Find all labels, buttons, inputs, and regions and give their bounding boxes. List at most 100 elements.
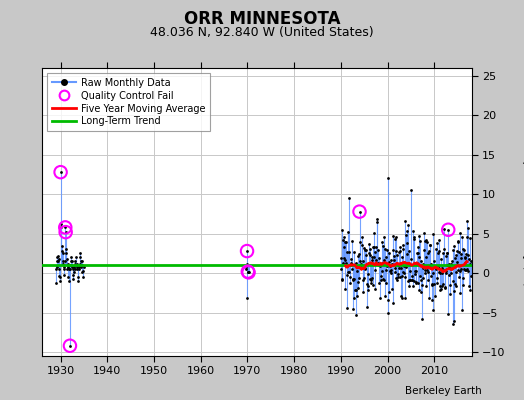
Point <box>401 217 409 224</box>
Point <box>366 246 374 253</box>
Point <box>62 250 71 257</box>
Point <box>448 258 456 264</box>
Point <box>372 267 380 273</box>
Point <box>431 293 440 299</box>
Point <box>413 260 421 267</box>
Point <box>426 264 434 270</box>
Point <box>348 276 357 282</box>
Point <box>389 233 397 240</box>
Point <box>243 248 251 254</box>
Point <box>440 246 448 252</box>
Point <box>452 252 460 258</box>
Point <box>429 230 437 237</box>
Point <box>350 295 358 301</box>
Point <box>52 266 60 272</box>
Text: Berkeley Earth: Berkeley Earth <box>406 386 482 396</box>
Point <box>410 277 419 284</box>
Point <box>443 250 451 257</box>
Point <box>418 316 427 322</box>
Point <box>344 269 353 275</box>
Point <box>67 262 75 268</box>
Point <box>61 229 70 235</box>
Point <box>400 270 408 277</box>
Point <box>422 283 430 289</box>
Point <box>359 289 367 295</box>
Point <box>424 250 432 256</box>
Point <box>458 307 466 313</box>
Point <box>423 267 431 274</box>
Point <box>401 232 410 238</box>
Point <box>243 248 251 254</box>
Point <box>409 282 417 289</box>
Point <box>77 264 85 270</box>
Point <box>379 243 387 249</box>
Point <box>58 258 67 264</box>
Point <box>392 234 401 240</box>
Point <box>420 229 428 236</box>
Point <box>392 275 400 281</box>
Point <box>405 282 413 289</box>
Point <box>446 282 454 288</box>
Point <box>340 254 348 261</box>
Point <box>424 277 433 284</box>
Point <box>409 236 418 243</box>
Point <box>408 273 417 279</box>
Point <box>367 276 375 283</box>
Point <box>466 261 475 267</box>
Point <box>411 268 420 274</box>
Point <box>415 254 423 260</box>
Y-axis label: Temperature Anomaly (°C): Temperature Anomaly (°C) <box>522 138 524 286</box>
Point <box>421 267 430 273</box>
Point <box>379 234 388 241</box>
Point <box>405 248 413 254</box>
Point <box>456 268 464 274</box>
Point <box>457 234 466 240</box>
Point <box>444 261 453 267</box>
Point <box>430 257 439 264</box>
Point <box>393 277 401 283</box>
Point <box>383 247 391 253</box>
Point <box>461 254 469 260</box>
Point <box>351 262 359 268</box>
Point <box>61 258 69 264</box>
Point <box>72 254 80 260</box>
Point <box>434 263 442 270</box>
Point <box>57 169 65 175</box>
Point <box>402 264 410 271</box>
Point <box>68 258 77 264</box>
Point <box>351 287 359 294</box>
Point <box>452 282 461 289</box>
Point <box>399 269 408 275</box>
Point <box>79 264 88 270</box>
Point <box>390 236 399 243</box>
Point <box>242 266 250 272</box>
Point <box>75 260 84 267</box>
Point <box>385 258 394 265</box>
Point <box>447 270 455 276</box>
Point <box>380 246 389 252</box>
Point <box>75 264 83 270</box>
Point <box>348 276 357 283</box>
Point <box>67 254 75 260</box>
Point <box>57 169 65 175</box>
Point <box>347 256 355 262</box>
Point <box>401 274 410 280</box>
Point <box>388 286 396 293</box>
Point <box>373 216 381 222</box>
Point <box>407 187 415 194</box>
Point <box>356 265 365 271</box>
Point <box>77 258 85 264</box>
Point <box>424 295 433 301</box>
Point <box>388 300 397 306</box>
Point <box>442 268 451 274</box>
Point <box>75 262 83 268</box>
Point <box>343 248 351 255</box>
Point <box>355 251 363 258</box>
Point <box>394 274 402 280</box>
Point <box>461 254 469 261</box>
Point <box>394 271 402 277</box>
Point <box>369 254 378 260</box>
Point <box>388 260 396 267</box>
Point <box>442 250 451 256</box>
Point <box>386 263 395 269</box>
